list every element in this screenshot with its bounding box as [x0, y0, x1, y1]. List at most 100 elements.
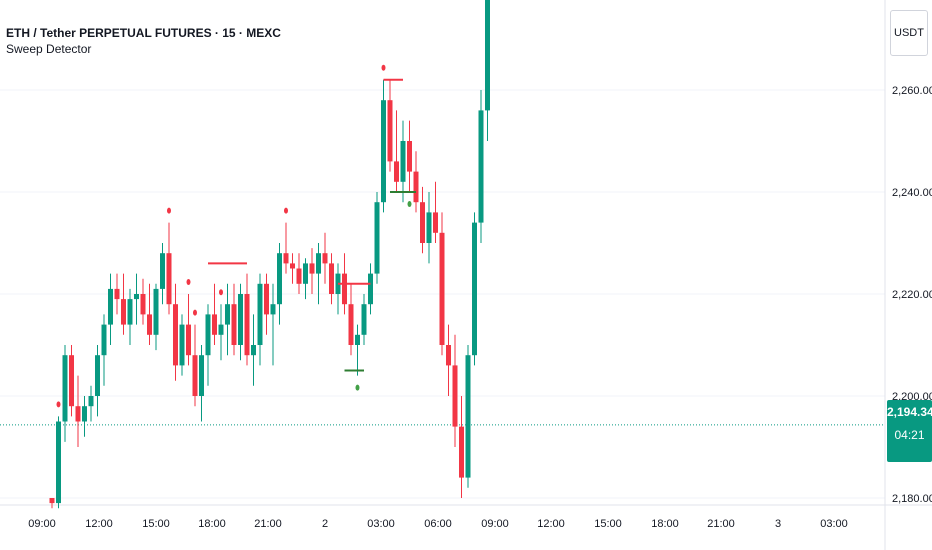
- candle-body[interactable]: [316, 253, 321, 274]
- candle-body[interactable]: [225, 304, 230, 325]
- sweep-high-marker: [167, 207, 171, 214]
- time-axis-label: 06:00: [424, 518, 452, 530]
- candle-body[interactable]: [121, 299, 126, 325]
- sweep-low-marker: [355, 384, 360, 391]
- candle-body[interactable]: [485, 0, 490, 111]
- candle-body[interactable]: [134, 294, 139, 300]
- candle-body[interactable]: [173, 304, 178, 366]
- price-scale-label: 2,180.00: [892, 493, 932, 505]
- candle-body[interactable]: [251, 345, 256, 356]
- candle-body[interactable]: [257, 283, 263, 345]
- candle-body[interactable]: [127, 299, 133, 325]
- candle-body[interactable]: [368, 273, 373, 305]
- sweep-high-marker: [193, 309, 197, 316]
- current-price-label: 2,194.34: [887, 405, 932, 419]
- time-axis-label: 15:00: [594, 518, 622, 530]
- candle-body[interactable]: [342, 273, 347, 305]
- candle-body[interactable]: [303, 263, 308, 284]
- candle-body[interactable]: [101, 324, 107, 356]
- candle-body[interactable]: [205, 314, 211, 356]
- candle-body[interactable]: [153, 288, 159, 335]
- price-scale-label: 2,220.00: [892, 289, 932, 301]
- candle-body[interactable]: [166, 253, 172, 305]
- time-axis-label: 18:00: [651, 518, 679, 530]
- time-axis-label: 03:00: [820, 518, 848, 530]
- candle-body[interactable]: [56, 421, 61, 504]
- candle-body[interactable]: [270, 304, 276, 315]
- price-scale-label: 2,240.00: [892, 187, 932, 199]
- current-price-tag: 2,194.34 04:21: [887, 400, 932, 462]
- candle-body[interactable]: [407, 141, 412, 172]
- candle-body[interactable]: [192, 355, 198, 396]
- candle-body[interactable]: [322, 253, 328, 264]
- candle-body[interactable]: [348, 304, 354, 345]
- bar-countdown-label: 04:21: [894, 428, 925, 442]
- sweep-high-marker: [284, 207, 288, 214]
- candle-body[interactable]: [465, 355, 471, 478]
- candle-body[interactable]: [420, 202, 425, 243]
- candle-body[interactable]: [199, 355, 204, 396]
- candle-body[interactable]: [394, 161, 399, 182]
- candle-body[interactable]: [439, 232, 445, 345]
- candle-body[interactable]: [459, 426, 464, 478]
- sweep-high-marker: [219, 289, 223, 296]
- candle-body[interactable]: [426, 212, 432, 243]
- candle-body[interactable]: [244, 294, 250, 356]
- candle-body[interactable]: [186, 324, 191, 356]
- candle-body[interactable]: [400, 141, 406, 182]
- candle-body[interactable]: [381, 100, 386, 203]
- candle-body[interactable]: [147, 314, 152, 335]
- candle-body[interactable]: [446, 345, 451, 366]
- candle-body[interactable]: [140, 294, 146, 315]
- candle-body[interactable]: [374, 202, 380, 274]
- candle-body[interactable]: [387, 100, 393, 162]
- time-axis-label: 21:00: [254, 518, 282, 530]
- indicator-legend-sweep-detector[interactable]: Sweep Detector: [6, 42, 92, 56]
- time-axis-label: 21:00: [707, 518, 735, 530]
- candle-body[interactable]: [296, 268, 302, 284]
- currency-button[interactable]: USDT: [890, 10, 928, 56]
- candle-body[interactable]: [88, 396, 94, 407]
- symbol-title[interactable]: ETH / Tether PERPETUAL FUTURES · 15 · ME…: [6, 26, 281, 40]
- sweep-high-marker: [56, 401, 61, 408]
- time-axis-label: 09:00: [28, 518, 56, 530]
- candle-body[interactable]: [355, 334, 360, 345]
- sweep-low-marker: [407, 201, 412, 207]
- candle-body[interactable]: [329, 263, 334, 294]
- candle-body[interactable]: [218, 324, 224, 335]
- time-axis-label: 12:00: [85, 518, 113, 530]
- candle-body[interactable]: [452, 365, 458, 427]
- candle-body[interactable]: [433, 212, 438, 233]
- candle-body[interactable]: [238, 294, 243, 345]
- candle-body[interactable]: [361, 304, 367, 335]
- candle-body[interactable]: [75, 406, 81, 422]
- candle-body[interactable]: [114, 288, 120, 300]
- time-axis-label: 03:00: [367, 518, 395, 530]
- time-axis-label: 2: [322, 518, 328, 530]
- time-axis-label: 3: [775, 518, 781, 530]
- candle-body[interactable]: [49, 498, 55, 504]
- candle-body[interactable]: [283, 253, 289, 264]
- candle-body[interactable]: [309, 263, 315, 274]
- candle-body[interactable]: [277, 253, 282, 305]
- candle-body[interactable]: [478, 110, 484, 223]
- candle-body[interactable]: [179, 324, 185, 366]
- price-scale-label: 2,260.00: [892, 85, 932, 97]
- candle-body[interactable]: [62, 355, 68, 422]
- candle-body[interactable]: [413, 171, 419, 203]
- candle-body[interactable]: [82, 406, 87, 422]
- candle-body[interactable]: [290, 263, 295, 269]
- candle-body[interactable]: [264, 283, 269, 315]
- candle-body[interactable]: [108, 288, 113, 325]
- sweep-high-marker: [186, 279, 191, 285]
- candle-body[interactable]: [95, 355, 100, 396]
- candle-body[interactable]: [212, 314, 217, 335]
- time-axis-label: 15:00: [142, 518, 170, 530]
- candle-body[interactable]: [69, 355, 74, 407]
- time-axis-label: 18:00: [198, 518, 226, 530]
- candle-body[interactable]: [160, 253, 165, 289]
- candle-body[interactable]: [231, 304, 237, 345]
- candle-body[interactable]: [472, 222, 477, 356]
